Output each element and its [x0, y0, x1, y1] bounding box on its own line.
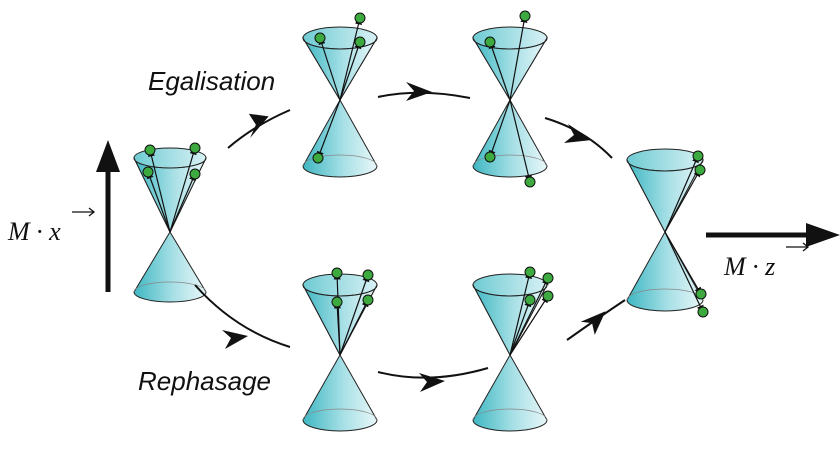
- spin: [692, 150, 704, 162]
- spin: [695, 288, 707, 300]
- spin-vector: [488, 99, 511, 158]
- lower-cone: [133, 231, 207, 303]
- spin: [524, 266, 536, 278]
- cone: [626, 148, 709, 318]
- cone: [472, 266, 554, 432]
- spin: [362, 269, 374, 281]
- cone: [472, 10, 548, 188]
- spin-vector: [664, 169, 701, 233]
- lower-cone: [472, 353, 548, 432]
- spin: [484, 151, 496, 163]
- upper-cone-front: [302, 36, 378, 101]
- spin: [314, 32, 326, 44]
- cone: [302, 12, 378, 178]
- lower-cone: [302, 353, 378, 432]
- lower-cone: [302, 98, 378, 178]
- spin-vector: [146, 171, 171, 233]
- lower-rim-back: [133, 281, 207, 293]
- spin-vector: [316, 99, 341, 159]
- spin: [524, 294, 536, 306]
- spin: [144, 144, 156, 156]
- cone: [302, 267, 378, 432]
- spin: [697, 306, 709, 318]
- cones: [133, 10, 709, 432]
- spin: [524, 176, 536, 188]
- left-label: M · x: [7, 217, 61, 246]
- spin: [354, 12, 366, 24]
- bottom-label: Rephasage: [138, 366, 271, 396]
- spin: [312, 152, 324, 164]
- spin: [484, 36, 496, 48]
- spin: [189, 168, 201, 180]
- vector-accents: [72, 207, 810, 252]
- cone: [133, 142, 207, 303]
- lower-cone: [472, 98, 548, 178]
- spin-vector: [664, 155, 699, 233]
- spin: [362, 294, 374, 306]
- spin-vector: [339, 17, 362, 101]
- spin: [542, 290, 554, 302]
- spin: [519, 10, 531, 22]
- lower-rim-back: [302, 408, 378, 421]
- spin-vector: [664, 231, 704, 313]
- upper-cone-front: [472, 284, 548, 357]
- spin: [542, 272, 554, 284]
- lower-rim-back: [472, 408, 548, 421]
- spin-vector: [339, 299, 369, 356]
- magnetization-arrows: [96, 140, 840, 292]
- spin: [331, 296, 343, 308]
- spin-vector: [509, 99, 532, 183]
- spin-vector: [509, 15, 528, 101]
- lower-rim-back: [472, 154, 548, 167]
- spin-vector: [509, 271, 532, 356]
- spin-vector: [169, 147, 197, 233]
- spin-vector: [509, 299, 532, 356]
- flow-arrows: [194, 91, 626, 379]
- spin-vector: [509, 277, 549, 356]
- spin: [189, 142, 201, 154]
- lower-rim-back: [302, 154, 378, 167]
- right-label: M · z: [723, 252, 775, 281]
- spin-vector: [169, 173, 196, 233]
- spin-vector: [339, 41, 362, 101]
- top-label: Egalisation: [148, 66, 275, 96]
- spin: [354, 36, 366, 48]
- spin: [331, 267, 343, 279]
- spin-vector: [318, 37, 341, 101]
- spin-vector: [339, 274, 370, 356]
- spin-vector: [333, 301, 341, 356]
- lower-cone: [626, 230, 704, 312]
- spin: [694, 164, 706, 176]
- spin-vector: [509, 295, 549, 356]
- spin-vector: [488, 41, 511, 101]
- spin-vector: [664, 231, 702, 295]
- upper-cone-front: [472, 36, 548, 101]
- spin-vector: [148, 149, 171, 233]
- arrow-heads: [222, 82, 606, 392]
- spin: [142, 166, 154, 178]
- upper-cone-front: [626, 159, 704, 234]
